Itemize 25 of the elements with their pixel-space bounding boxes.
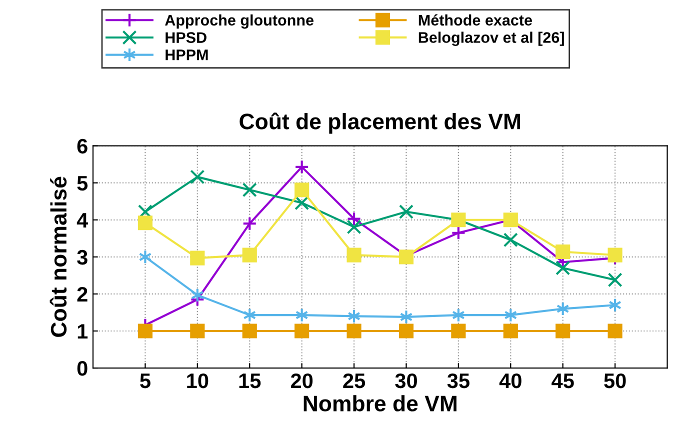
x-tick-label: 40 bbox=[499, 373, 522, 388]
x-tick-label: 45 bbox=[552, 374, 574, 388]
y-tick-label: 4 bbox=[76, 213, 88, 228]
x-tick-label: 30 bbox=[395, 373, 417, 388]
y-tick-label: 1 bbox=[78, 324, 88, 339]
x-axis-title: Nombre de VM bbox=[304, 395, 456, 412]
y-tick-label: 3 bbox=[77, 250, 88, 265]
x-tick-label: 10 bbox=[187, 373, 208, 388]
legend-label: HPPM bbox=[166, 50, 208, 60]
y-axis-title: Coût normalisé bbox=[50, 176, 67, 337]
y-tick-label: 2 bbox=[77, 286, 88, 302]
x-tick-label: 25 bbox=[343, 373, 366, 388]
x-tick-label: 15 bbox=[239, 374, 261, 388]
legend-label: HPSD bbox=[166, 32, 206, 43]
legend-label: Méthode exacte bbox=[418, 14, 532, 26]
chart-title: Coût de placement des VM bbox=[240, 112, 520, 134]
legend-label: Beloglazov et al [26] bbox=[418, 32, 564, 46]
y-tick-label: 0 bbox=[77, 361, 88, 376]
x-tick-label: 20 bbox=[290, 373, 313, 388]
legend-label: Approche gloutonne bbox=[165, 14, 314, 29]
x-tick-label: 35 bbox=[447, 373, 470, 388]
y-tick-label: 6 bbox=[77, 138, 88, 154]
x-tick-label: 50 bbox=[604, 373, 626, 388]
y-tick-label: 5 bbox=[77, 176, 88, 191]
x-tick-label: 5 bbox=[140, 374, 150, 388]
